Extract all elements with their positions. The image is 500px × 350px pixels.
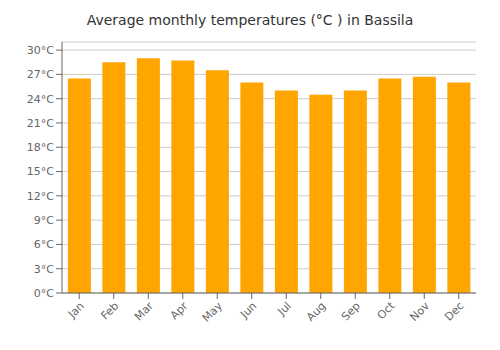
svg-text:Mar: Mar: [132, 299, 156, 323]
svg-text:Dec: Dec: [442, 299, 466, 323]
svg-text:Nov: Nov: [408, 299, 433, 324]
svg-text:24°C: 24°C: [27, 93, 54, 106]
svg-text:21°C: 21°C: [27, 117, 54, 130]
svg-text:15°C: 15°C: [27, 165, 54, 178]
svg-text:12°C: 12°C: [27, 190, 54, 203]
html-text:Average monthly temperatures (: Average monthly temperatures (°C ) in Ba…: [86, 12, 414, 28]
svg-text:Oct: Oct: [375, 299, 398, 322]
svg-text:Apr: Apr: [168, 299, 191, 322]
svg-text:Jun: Jun: [237, 299, 259, 321]
svg-text:Sep: Sep: [339, 299, 363, 323]
svg-text:Jul: Jul: [275, 299, 294, 318]
svg-text:6°C: 6°C: [34, 238, 54, 251]
svg-text:Jan: Jan: [65, 299, 87, 321]
svg-text:27°C: 27°C: [27, 68, 54, 81]
svg-text:18°C: 18°C: [27, 141, 54, 154]
svg-text:30°C: 30°C: [27, 44, 54, 57]
svg-text:9°C: 9°C: [34, 214, 54, 227]
svg-text:3°C: 3°C: [34, 263, 54, 276]
svg-text:Feb: Feb: [98, 299, 121, 322]
svg-text:Aug: Aug: [304, 299, 328, 323]
svg-text:May: May: [200, 299, 226, 325]
svg-text:0°C: 0°C: [34, 287, 54, 300]
